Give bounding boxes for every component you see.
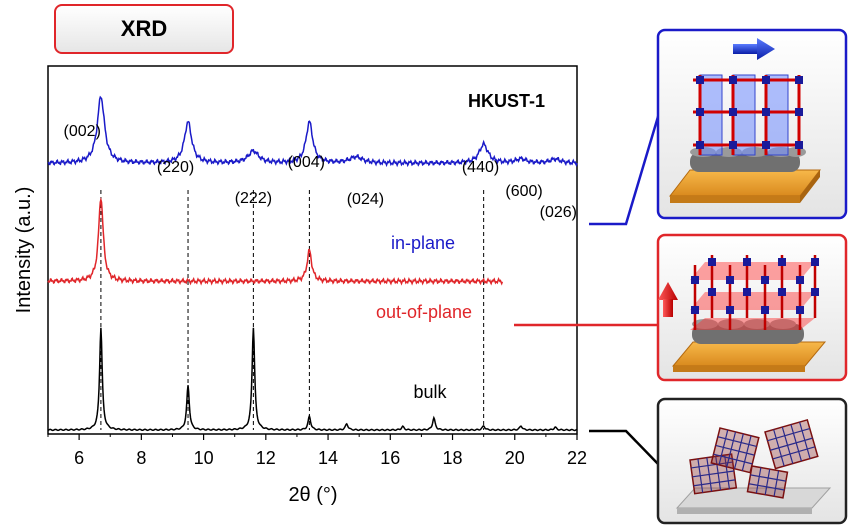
framework-grid-blue-icon: [693, 74, 803, 156]
x-tick-label: 6: [74, 448, 84, 468]
vertical-arrow-icon: [658, 282, 678, 317]
framework-grid-red-icon: [690, 255, 819, 330]
x-tick-label: 16: [380, 448, 400, 468]
x-tick-label: 12: [256, 448, 276, 468]
substrate-icon: [668, 169, 822, 203]
peak-label: (600): [505, 183, 542, 200]
series-layer: [47, 95, 578, 432]
series-line-in-plane: [47, 95, 578, 168]
y-axis-label: Intensity (a.u.): [13, 187, 35, 314]
peak-label: (002): [64, 123, 101, 140]
chart-title: HKUST-1: [468, 91, 545, 111]
peak-label: (026): [540, 204, 577, 221]
paddlewheel-layer-icon: [692, 319, 804, 344]
x-ticks: 6 8 10 12 14 16 18 20 22: [47, 434, 587, 468]
peak-label: (024): [347, 191, 384, 208]
x-tick-label: 14: [318, 448, 338, 468]
peak-label: (440): [462, 159, 499, 176]
series-line-out-of-plane: [47, 196, 504, 286]
xrd-badge: XRD: [54, 4, 234, 54]
substrate-icon: [675, 487, 832, 514]
crystallite-cluster-icon: [689, 418, 819, 499]
peak-label: (004): [288, 154, 325, 171]
series-line-bulk: [47, 327, 578, 432]
x-tick-label: 18: [443, 448, 463, 468]
substrate-icon: [671, 341, 827, 372]
peak-label: (222): [235, 190, 272, 207]
series-label-in-plane: in-plane: [391, 233, 455, 253]
connector-bulk: [589, 429, 661, 467]
x-tick-label: 20: [505, 448, 525, 468]
x-tick-label: 8: [136, 448, 146, 468]
connector-in-plane: [589, 109, 662, 226]
series-label-bulk: bulk: [413, 382, 447, 402]
series-label-out-of-plane: out-of-plane: [376, 302, 472, 322]
horizontal-arrow-icon: [733, 38, 775, 60]
x-tick-label: 22: [567, 448, 587, 468]
out-of-plane-schematic-panel: [656, 233, 848, 382]
plot-frame: [47, 65, 578, 435]
peak-labels: (002) (220) (222) (004) (024) (440) (600) (026): [64, 123, 577, 221]
peak-label: (220): [157, 159, 194, 176]
x-axis-label: 2θ (°): [288, 484, 337, 506]
in-plane-schematic-panel: [656, 28, 848, 220]
x-tick-label: 10: [194, 448, 214, 468]
bulk-schematic-panel: [656, 397, 848, 525]
